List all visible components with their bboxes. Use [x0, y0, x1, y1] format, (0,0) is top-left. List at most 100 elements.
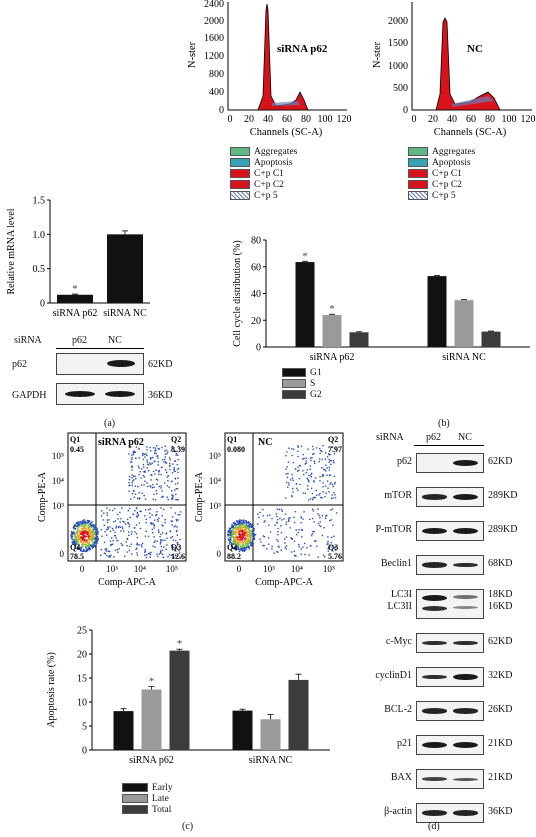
event-dot: [95, 535, 97, 538]
event-dot: [87, 530, 89, 532]
event-dot: [128, 534, 130, 536]
event-dot: [131, 466, 133, 468]
event-dot: [309, 457, 312, 459]
event-dot: [81, 538, 83, 540]
event-dot: [128, 445, 131, 447]
event-dot: [160, 551, 162, 553]
event-dot: [292, 479, 294, 481]
event-dot: [117, 551, 119, 553]
event-dot: [235, 534, 237, 536]
event-dot: [135, 548, 137, 551]
event-dot: [312, 508, 314, 510]
event-dot: [311, 445, 314, 448]
event-dot: [149, 457, 152, 460]
event-dot: [86, 541, 88, 543]
event-dot: [132, 490, 135, 492]
event-dot: [320, 496, 322, 499]
blot-size-label: 18KD: [488, 589, 513, 600]
event-dot: [153, 486, 155, 488]
event-dot: [158, 471, 160, 473]
event-dot: [167, 475, 169, 477]
event-dot: [300, 548, 302, 550]
blot-band: [422, 595, 447, 601]
event-dot: [88, 520, 91, 523]
event-dot: [83, 525, 86, 527]
event-dot: [330, 541, 332, 544]
event-dot: [117, 526, 120, 529]
event-dot: [234, 546, 236, 548]
event-dot: [230, 532, 232, 534]
event-dot: [156, 513, 158, 516]
event-dot: [92, 542, 94, 544]
event-dot: [262, 515, 264, 517]
blot-row: mTOR 289KD: [372, 486, 536, 508]
event-dot: [154, 449, 156, 451]
y-tick-label: 20: [251, 316, 261, 327]
event-dot: [132, 513, 134, 515]
blot-size-label: 21KD: [488, 738, 513, 749]
event-dot: [101, 535, 103, 537]
histogram-title: NC: [467, 43, 483, 55]
event-dot: [243, 537, 246, 540]
event-dot: [114, 549, 116, 551]
event-dot: [100, 529, 102, 531]
event-dot: [306, 485, 309, 487]
event-dot: [161, 490, 163, 492]
event-dot: [155, 478, 158, 480]
event-dot: [106, 521, 109, 523]
event-dot: [243, 524, 246, 527]
event-dot: [248, 527, 250, 530]
event-dot: [89, 524, 91, 526]
event-dot: [109, 544, 112, 546]
event-dot: [276, 508, 279, 510]
event-dot: [175, 518, 177, 521]
event-dot: [93, 537, 95, 540]
event-dot: [73, 526, 75, 528]
event-dot: [150, 486, 152, 488]
event-dot: [266, 548, 268, 550]
event-dot: [174, 547, 176, 549]
event-dot: [90, 545, 93, 548]
event-dot: [309, 465, 312, 467]
event-dot: [321, 467, 323, 469]
event-dot: [241, 528, 244, 530]
event-dot: [229, 531, 231, 533]
event-dot: [179, 538, 181, 541]
event-dot: [116, 539, 118, 542]
event-dot: [253, 538, 256, 540]
event-dot: [166, 452, 168, 455]
event-dot: [80, 548, 82, 551]
event-dot: [131, 454, 133, 456]
event-dot: [93, 543, 95, 545]
event-dot: [88, 521, 90, 523]
event-dot: [81, 531, 84, 534]
event-dot: [86, 523, 88, 525]
x-tick: 40: [263, 114, 273, 125]
event-dot: [284, 538, 286, 540]
event-dot: [145, 518, 147, 520]
event-dot: [234, 537, 236, 539]
event-dot: [330, 545, 332, 547]
event-dot: [237, 548, 240, 550]
quadrant-value: 88.2: [227, 552, 241, 561]
event-dot: [291, 473, 293, 476]
event-dot: [171, 524, 173, 526]
event-dot: [136, 544, 138, 546]
event-dot: [150, 463, 152, 465]
blot-size-label: 36KD: [148, 390, 173, 401]
event-dot: [285, 473, 287, 475]
event-dot: [166, 544, 168, 546]
event-dot: [305, 471, 307, 474]
event-dot: [289, 517, 291, 519]
event-dot: [308, 480, 310, 482]
event-dot: [78, 524, 80, 526]
event-dot: [155, 514, 157, 517]
event-dot: [301, 536, 303, 538]
event-dot: [95, 541, 97, 543]
blot-band: [422, 562, 447, 568]
event-dot: [138, 498, 140, 500]
event-dot: [324, 452, 327, 454]
event-dot: [303, 473, 305, 476]
event-dot: [88, 519, 90, 522]
